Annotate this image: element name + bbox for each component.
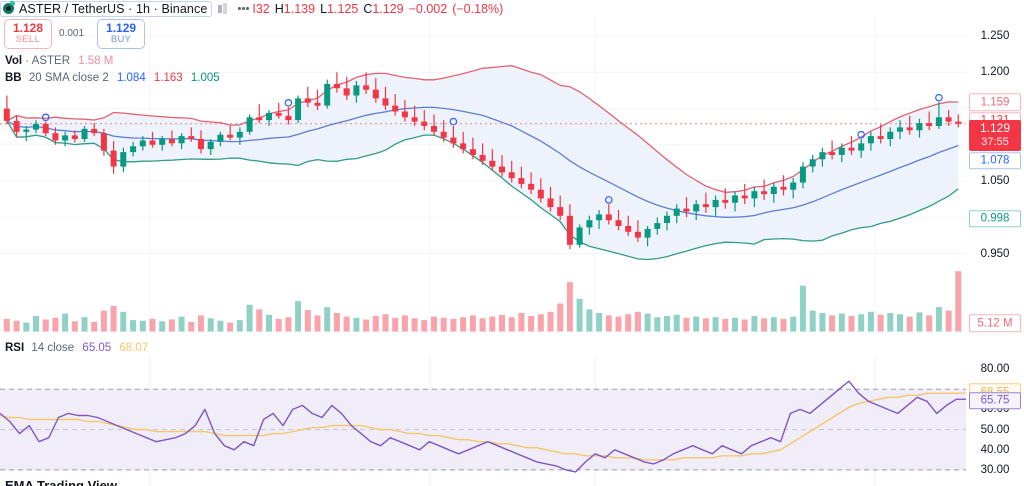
price-tick: 1.050 — [980, 175, 1010, 187]
price-tick: 1.250 — [980, 30, 1010, 43]
bottom-clipped-label: EMA Trading View — [5, 478, 117, 486]
ohlc-readout: I32 H 1.139 L 1.125 C 1.129 −0.002 (−0.1… — [252, 2, 503, 16]
open-value-clipped: I32 — [252, 1, 270, 16]
last-price-value: 1.129 — [979, 120, 1011, 135]
close-value: 1.129 — [372, 1, 404, 16]
rsi-badge: 65.75 — [969, 392, 1021, 410]
rsi-legend[interactable]: RSI 14 close 65.05 68.07 — [5, 342, 148, 354]
volume-legend-value: 1.58 M — [78, 55, 114, 67]
price-axis[interactable]: 1.2501.2001.1001.0500.95080.0060.0050.00… — [966, 0, 1024, 486]
change-percent: (−0.18%) — [452, 1, 504, 16]
chart-header: ASTER / TetherUS · 1h · Binance I32 H 1.… — [0, 0, 1024, 17]
rsi-tick: 40.00 — [980, 443, 1010, 456]
rsi-legend-params: 14 close — [31, 342, 75, 354]
buy-price: 1.129 — [106, 21, 137, 35]
change-value: −0.002 — [408, 1, 448, 16]
aster-logo-icon — [3, 3, 14, 14]
symbol-title: ASTER / TetherUS · 1h · Binance — [19, 1, 208, 16]
close-label: C — [363, 1, 373, 16]
rsi-tick: 80.00 — [980, 363, 1010, 376]
bb-legend-name: BB — [5, 72, 22, 84]
trade-buttons: 1.128 SELL 0.001 1.129 BUY — [4, 17, 146, 50]
more-options-icon[interactable] — [235, 2, 251, 16]
sell-label: SELL — [15, 34, 41, 45]
price-tick: 1.200 — [980, 66, 1010, 79]
rsi-pane[interactable] — [0, 355, 966, 486]
buy-button[interactable]: 1.129 BUY — [97, 18, 146, 49]
rsi-tick: 30.00 — [980, 463, 1010, 476]
rsi-ma-legend-value: 68.07 — [119, 342, 149, 354]
sell-button[interactable]: 1.128 SELL — [4, 18, 52, 49]
volume-legend-name: Vol — [5, 55, 23, 67]
high-value: 1.139 — [283, 1, 316, 16]
low-label: L — [320, 1, 328, 16]
low-value: 1.125 — [327, 1, 359, 16]
volume-legend-symbol: ASTER — [31, 55, 70, 67]
bb-lower-badge: 0.998 — [969, 209, 1021, 228]
volume-legend[interactable]: Vol · ASTER 1.58 M — [5, 55, 113, 67]
last-price-badge: 1.129 37:55 — [969, 119, 1021, 151]
rsi-legend-name: RSI — [5, 342, 25, 354]
volume-legend-sep: · — [25, 55, 30, 67]
bb-legend-params: 20 SMA close 2 — [28, 72, 109, 84]
buy-label: BUY — [110, 34, 132, 45]
price-tick: 0.950 — [980, 247, 1010, 260]
candlestick-icon[interactable] — [217, 2, 228, 15]
bb-lower-value: 1.005 — [190, 72, 220, 84]
volume-badge: 5.12 M — [969, 314, 1021, 332]
high-label: H — [274, 1, 284, 16]
symbol-selector[interactable]: ASTER / TetherUS · 1h · Binance — [0, 0, 213, 17]
wick-high-badge: 1.159 — [969, 93, 1021, 111]
rsi-tick: 50.00 — [980, 423, 1010, 436]
bollinger-legend[interactable]: BB 20 SMA close 2 1.084 1.163 1.005 — [5, 72, 220, 84]
sell-price: 1.128 — [12, 21, 44, 35]
price-pane[interactable] — [0, 0, 966, 332]
rsi-legend-value: 65.05 — [82, 342, 112, 354]
bb-middle-badge: 1.078 — [969, 152, 1021, 170]
bb-basis-value: 1.084 — [116, 72, 146, 84]
spread-value: 0.001 — [59, 28, 85, 39]
bb-upper-value: 1.163 — [153, 72, 183, 84]
bar-countdown: 37:55 — [981, 135, 1009, 148]
